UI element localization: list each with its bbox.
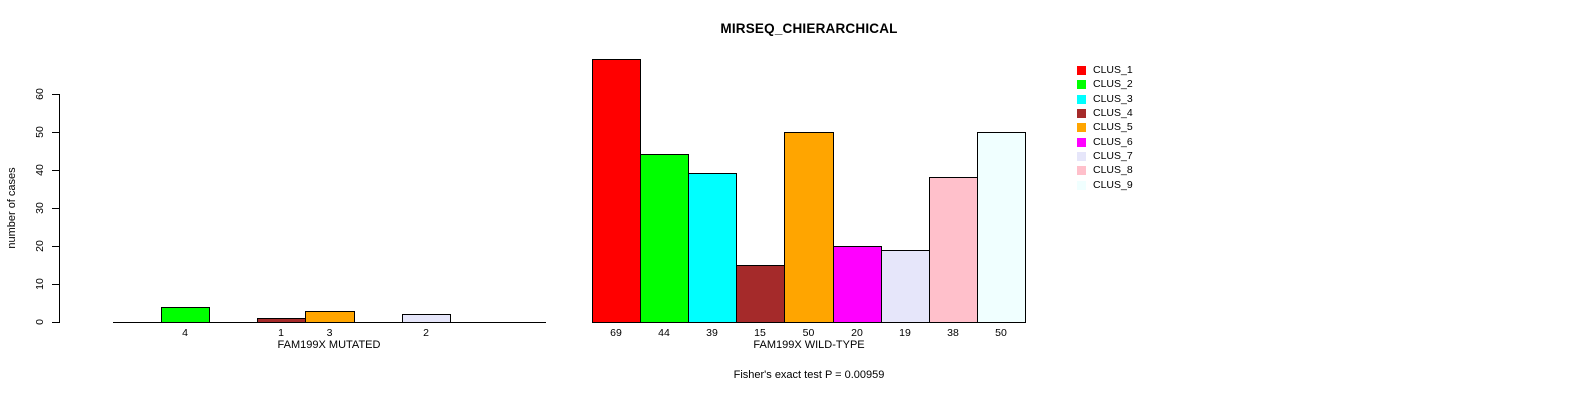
x-axis-label-wildtype: FAM199X WILD-TYPE (753, 339, 865, 351)
y-axis-tick-label: 40 (34, 163, 46, 176)
legend-swatch-icon (1077, 94, 1086, 104)
bar-value-label: 15 (754, 327, 766, 339)
bar-clus_4 (736, 265, 785, 323)
bar-clus_8 (929, 177, 978, 323)
legend-label: CLUS_4 (1093, 107, 1133, 120)
legend-swatch-icon (1077, 109, 1086, 119)
bar-clus_5 (305, 311, 355, 323)
bar-value-label: 44 (658, 327, 670, 339)
legend-label: CLUS_3 (1093, 92, 1133, 105)
y-axis-tick-label: 20 (34, 239, 46, 252)
legend-label: CLUS_1 (1093, 64, 1133, 76)
legend-swatch-icon (1077, 152, 1086, 162)
bar-clus_2 (161, 307, 210, 323)
panel-wildtype: 69 44 39 15 50 20 19 38 50 (592, 0, 1026, 400)
bar-value-label: 4 (182, 327, 188, 339)
y-axis-tick-label: 50 (34, 125, 46, 138)
bar-clus_5 (784, 132, 834, 323)
legend-label: CLUS_2 (1093, 78, 1133, 91)
x-axis-label-mutated: FAM199X MUTATED (277, 339, 381, 351)
bar-clus_2 (640, 154, 689, 323)
panel-mutated: 4 1 3 2 (113, 0, 547, 400)
fisher-test-annotation: Fisher's exact test P = 0.00959 (733, 369, 885, 381)
bar-clus_7 (402, 314, 451, 323)
bar-clus_6 (833, 246, 882, 323)
y-axis-tick-label: 10 (34, 278, 46, 290)
legend-swatch-icon (1077, 180, 1086, 190)
plot-title: MIRSEQ_CHIERARCHICAL (720, 21, 898, 36)
bar-value-label: 19 (899, 327, 911, 339)
bar-clus_4 (257, 318, 306, 323)
legend-label: CLUS_9 (1093, 178, 1133, 191)
bar-clus_7 (881, 250, 930, 323)
y-axis-tick-label: 30 (34, 201, 46, 214)
legend-label: CLUS_8 (1093, 164, 1133, 177)
legend-swatch-icon (1077, 123, 1086, 133)
y-axis-tick-label: 60 (34, 87, 46, 100)
y-axis-line (59, 93, 60, 323)
legend-swatch-icon (1077, 66, 1086, 75)
bar-value-label: 3 (326, 327, 333, 339)
bar-clus_1 (592, 59, 641, 323)
y-axis-tick (52, 93, 59, 95)
y-axis-tick (52, 245, 59, 247)
bar-value-label: 50 (802, 327, 815, 339)
legend-swatch-icon (1077, 80, 1086, 90)
bar-value-label: 39 (706, 327, 718, 339)
bar-clus_3 (688, 173, 737, 323)
bar-value-label: 2 (423, 327, 429, 339)
legend-swatch-icon (1077, 137, 1086, 147)
bar-value-label: 38 (947, 327, 959, 339)
bar-clus_9 (977, 132, 1026, 323)
y-axis-tick (52, 322, 59, 323)
legend-label: CLUS_6 (1093, 135, 1133, 148)
y-axis-tick (52, 131, 59, 133)
legend-label: CLUS_7 (1093, 150, 1133, 163)
y-axis-tick (52, 207, 59, 209)
bar-value-label: 50 (995, 327, 1007, 339)
bar-value-label: 1 (278, 327, 284, 339)
y-axis-label: number of cases (6, 167, 18, 249)
legend-swatch-icon (1077, 166, 1086, 176)
legend-label: CLUS_5 (1093, 121, 1133, 134)
y-axis-tick (52, 283, 59, 285)
bar-value-label: 69 (610, 327, 622, 339)
bar-value-label: 20 (851, 327, 863, 339)
y-axis-tick (52, 169, 59, 171)
y-axis-tick-label: 0 (34, 319, 46, 325)
